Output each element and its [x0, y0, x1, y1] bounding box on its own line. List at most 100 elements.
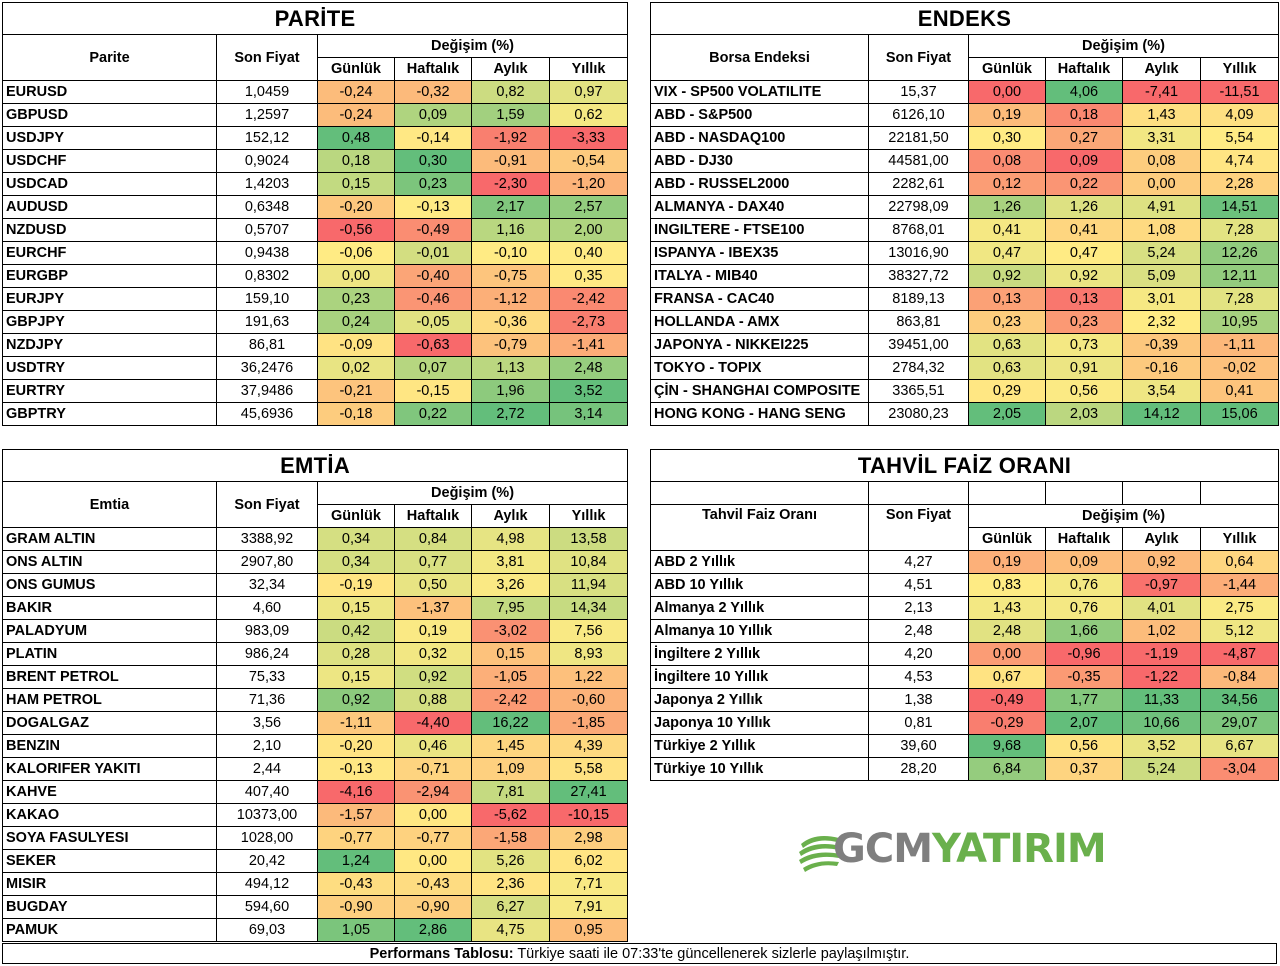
row-name: DOGALGAZ	[2, 711, 217, 735]
row-name: ABD - RUSSEL2000	[650, 172, 869, 196]
row-weekly-change: 0,23	[1045, 310, 1123, 334]
row-yearly-change: 2,48	[549, 356, 628, 380]
row-daily-change: 0,67	[968, 665, 1046, 689]
row-weekly-change: -0,43	[394, 872, 472, 896]
table-row: USDCAD 1,4203 0,15 0,23 -2,30 -1,20	[2, 172, 628, 196]
row-name: EURTRY	[2, 379, 217, 403]
row-daily-change: 0,12	[968, 172, 1046, 196]
row-name: ALMANYA - DAX40	[650, 195, 869, 219]
table-row: FRANSA - CAC40 8189,13 0,13 0,13 3,01 7,28	[650, 287, 1279, 311]
row-weekly-change: 0,88	[394, 688, 472, 712]
row-daily-change: 0,29	[968, 379, 1046, 403]
footer-note: Performans Tablosu: Türkiye saati ile 07…	[2, 943, 1277, 964]
row-yearly-change: 7,28	[1200, 218, 1279, 242]
row-daily-change: -0,09	[317, 333, 395, 357]
row-yearly-change: -1,44	[1199, 573, 1280, 597]
row-name: EURGBP	[2, 264, 217, 288]
row-daily-change: -4,16	[317, 780, 395, 804]
col-header-price: Son Fiyat	[868, 34, 969, 81]
row-monthly-change: 0,92	[1122, 550, 1201, 574]
row-monthly-change: 1,13	[471, 356, 550, 380]
table-row: ABD 10 Yıllık 4,51 0,83 0,76 -0,97 -1,44	[650, 573, 1280, 597]
row-weekly-change: -0,46	[394, 287, 472, 311]
row-yearly-change: 7,91	[548, 895, 629, 919]
row-weekly-change: 0,07	[394, 356, 472, 380]
row-price: 1,38	[868, 688, 969, 712]
row-price: 0,6348	[216, 195, 318, 219]
col-header-monthly: Aylık	[471, 57, 550, 81]
row-monthly-change: -5,62	[471, 803, 550, 827]
row-daily-change: 0,02	[317, 356, 395, 380]
row-price: 86,81	[216, 333, 318, 357]
row-daily-change: 2,05	[968, 402, 1046, 426]
row-weekly-change: 0,73	[1045, 333, 1123, 357]
row-monthly-change: -0,79	[471, 333, 550, 357]
table-row: GBPTRY 45,6936 -0,18 0,22 2,72 3,14	[2, 402, 628, 426]
row-price: 10373,00	[216, 803, 318, 827]
row-daily-change: 0,00	[968, 80, 1046, 104]
row-yearly-change: -1,20	[549, 172, 628, 196]
row-yearly-change: 14,34	[548, 596, 629, 620]
row-monthly-change: 1,45	[471, 734, 550, 758]
row-yearly-change: -1,41	[549, 333, 628, 357]
row-yearly-change: 0,95	[548, 918, 629, 942]
row-weekly-change: 0,30	[394, 149, 472, 173]
col-header-yearly: Yıllık	[1199, 527, 1280, 551]
table-row: INGILTERE - FTSE100 8768,01 0,41 0,41 1,08 7,…	[650, 218, 1279, 242]
row-monthly-change: 3,31	[1122, 126, 1201, 150]
row-weekly-change: 1,77	[1045, 688, 1123, 712]
row-price: 152,12	[216, 126, 318, 150]
row-daily-change: 0,19	[968, 550, 1046, 574]
row-monthly-change: -0,75	[471, 264, 550, 288]
row-weekly-change: 2,07	[1045, 711, 1123, 735]
table-row: PLATIN 986,24 0,28 0,32 0,15 8,93	[2, 642, 629, 666]
table-row: AUDUSD 0,6348 -0,20 -0,13 2,17 2,57	[2, 195, 628, 219]
row-daily-change: 0,15	[317, 665, 395, 689]
table-row: EURCHF 0,9438 -0,06 -0,01 -0,10 0,40	[2, 241, 628, 265]
row-weekly-change: 0,50	[394, 573, 472, 597]
table-row: GBPJPY 191,63 0,24 -0,05 -0,36 -2,73	[2, 310, 628, 334]
row-daily-change: 0,41	[968, 218, 1046, 242]
table-row: ABD - S&P500 6126,10 0,19 0,18 1,43 4,09	[650, 103, 1279, 127]
row-name: KAKAO	[2, 803, 217, 827]
row-name: ISPANYA - IBEX35	[650, 241, 869, 265]
row-price: 2,44	[216, 757, 318, 781]
row-weekly-change: 0,27	[1045, 126, 1123, 150]
row-weekly-change: -0,35	[1045, 665, 1123, 689]
row-name: ONS ALTIN	[2, 550, 217, 574]
row-price: 1,4203	[216, 172, 318, 196]
row-daily-change: 0,47	[968, 241, 1046, 265]
row-name: Japonya 2 Yıllık	[650, 688, 869, 712]
table-row: USDCHF 0,9024 0,18 0,30 -0,91 -0,54	[2, 149, 628, 173]
row-price: 0,8302	[216, 264, 318, 288]
table-row: SEKER 20,42 1,24 0,00 5,26 6,02	[2, 849, 629, 873]
row-yearly-change: -1,85	[548, 711, 629, 735]
row-yearly-change: 1,22	[548, 665, 629, 689]
row-price: 2,10	[216, 734, 318, 758]
row-yearly-change: 15,06	[1200, 402, 1279, 426]
row-name: ABD - NASDAQ100	[650, 126, 869, 150]
row-daily-change: 0,24	[317, 310, 395, 334]
row-monthly-change: 5,24	[1122, 241, 1201, 265]
col-header-weekly: Haftalık	[394, 504, 472, 528]
row-daily-change: -1,57	[317, 803, 395, 827]
row-monthly-change: 4,01	[1122, 596, 1201, 620]
row-weekly-change: 1,66	[1045, 619, 1123, 643]
emtia-table: EMTİA Emtia Son Fiyat Değişim (%) Günlük…	[1, 449, 629, 942]
row-weekly-change: 0,09	[394, 103, 472, 127]
col-header-monthly: Aylık	[471, 504, 550, 528]
table-row: TOKYO - TOPIX 2784,32 0,63 0,91 -0,16 -0,02	[650, 356, 1279, 380]
row-monthly-change: 1,08	[1122, 218, 1201, 242]
row-weekly-change: 0,56	[1045, 734, 1123, 758]
table-row: BAKIR 4,60 0,15 -1,37 7,95 14,34	[2, 596, 629, 620]
row-name: PALADYUM	[2, 619, 217, 643]
row-yearly-change: 2,28	[1200, 172, 1279, 196]
row-yearly-change: 5,58	[548, 757, 629, 781]
gcm-yatirim-logo: GCMYATIRIM	[795, 822, 1115, 884]
row-daily-change: 0,34	[317, 527, 395, 551]
row-daily-change: 1,05	[317, 918, 395, 942]
table-row: ABD - RUSSEL2000 2282,61 0,12 0,22 0,00 2,28	[650, 172, 1279, 196]
row-monthly-change: 5,24	[1122, 757, 1201, 781]
row-monthly-change: -1,05	[471, 665, 550, 689]
row-yearly-change: 0,97	[549, 80, 628, 104]
